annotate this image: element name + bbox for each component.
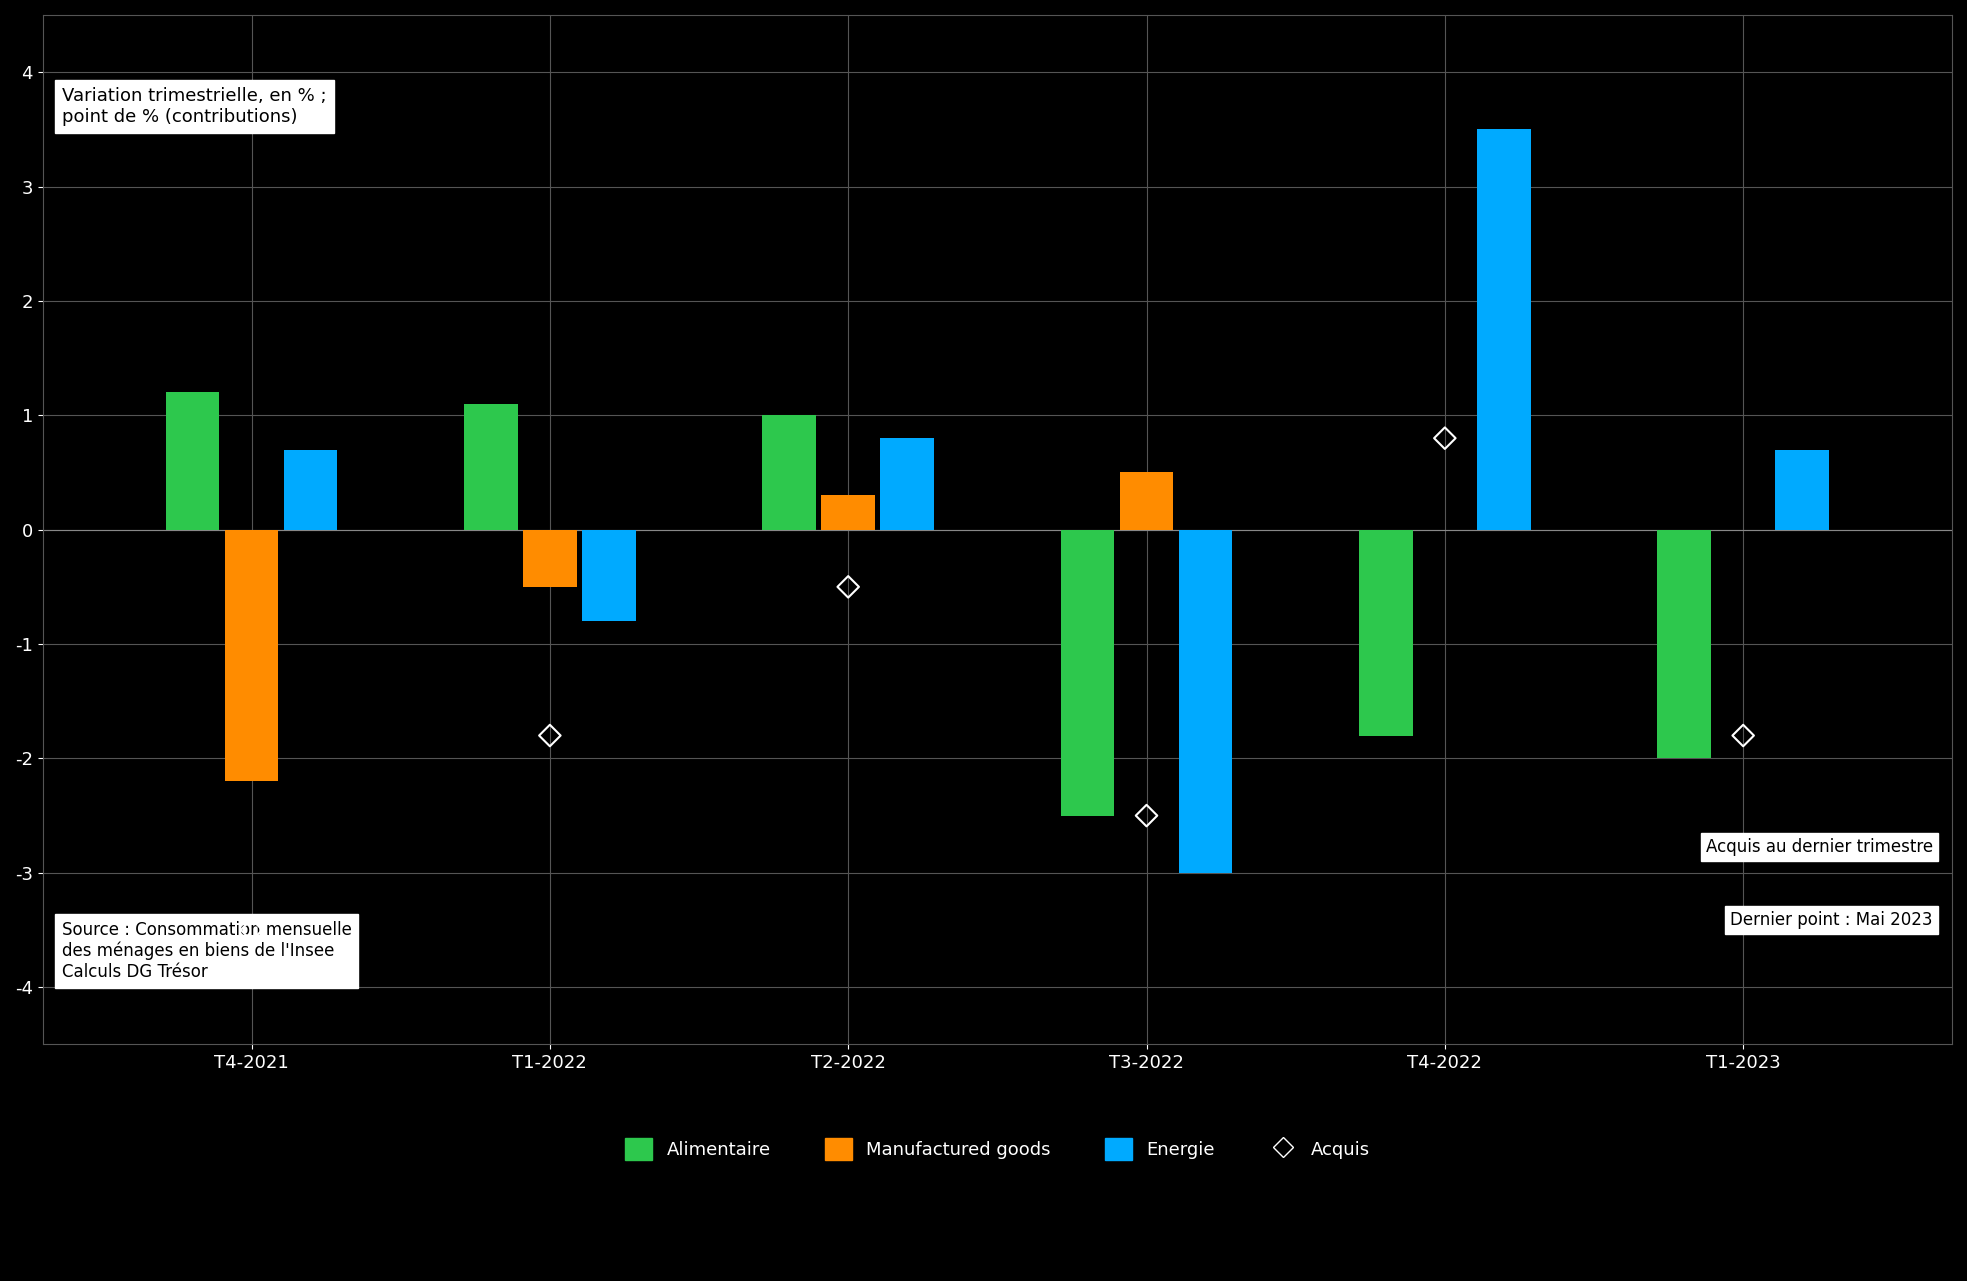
Point [1727, 725, 1758, 746]
Text: Acquis au dernier trimestre: Acquis au dernier trimestre [1705, 839, 1934, 857]
Point [1131, 806, 1162, 826]
Point [236, 920, 268, 940]
Text: Dernier point : Mai 2023: Dernier point : Mai 2023 [1731, 911, 1934, 929]
Bar [1477, 129, 1530, 529]
Bar [1119, 473, 1174, 529]
Bar [464, 404, 517, 529]
Text: Source : Consommation mensuelle
des ménages en biens de l'Insee
Calculs DG Tréso: Source : Consommation mensuelle des ména… [61, 921, 352, 981]
Bar [1178, 529, 1233, 872]
Bar [1776, 450, 1829, 529]
Point [1430, 428, 1461, 448]
Bar [1359, 529, 1412, 735]
Bar [881, 438, 934, 529]
Legend: Alimentaire, Manufactured goods, Energie, Acquis: Alimentaire, Manufactured goods, Energie… [616, 1129, 1379, 1170]
Bar [165, 392, 220, 529]
Bar [224, 529, 279, 781]
Bar [582, 529, 635, 621]
Bar [1060, 529, 1113, 816]
Bar [763, 415, 816, 529]
Bar [283, 450, 338, 529]
Point [535, 725, 566, 746]
Bar [1658, 529, 1711, 758]
Bar [523, 529, 576, 587]
Point [832, 576, 864, 597]
Text: Variation trimestrielle, en % ;
point de % (contributions): Variation trimestrielle, en % ; point de… [61, 87, 327, 126]
Bar [822, 496, 875, 529]
